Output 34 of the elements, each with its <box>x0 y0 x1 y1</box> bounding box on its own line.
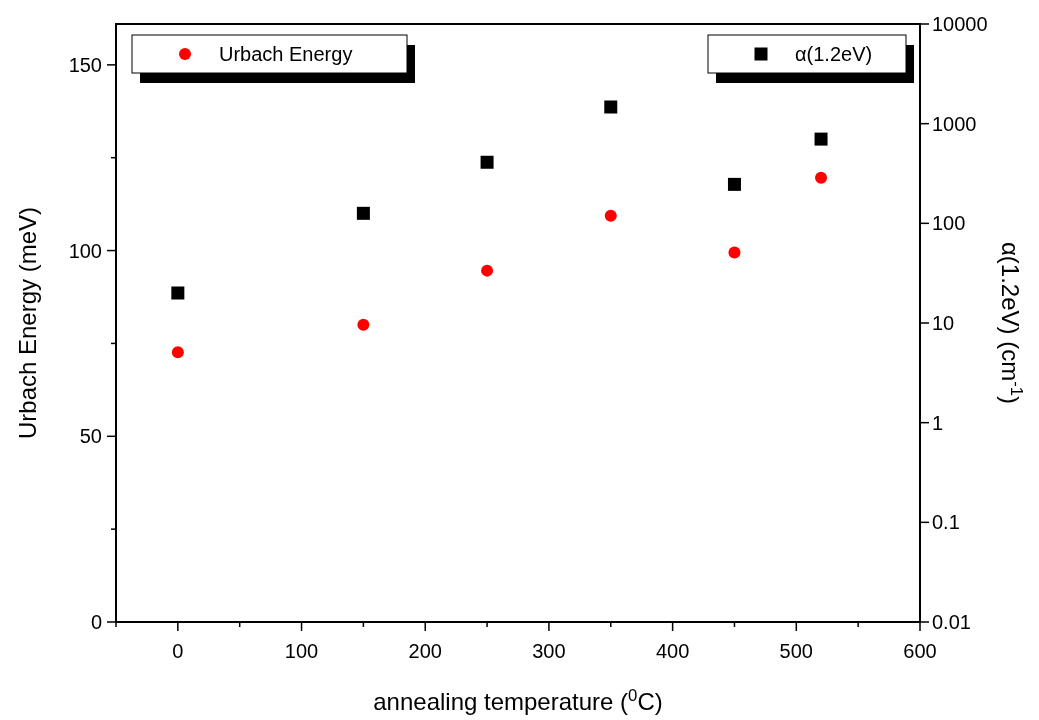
point <box>481 264 494 277</box>
y2-tick-label: 0.1 <box>932 511 960 534</box>
y-axis-title: Urbach Energy (meV) <box>14 206 41 440</box>
legend-label: α(1.2eV) <box>795 43 873 65</box>
point <box>604 209 617 222</box>
x-tick-label: 400 <box>655 640 690 662</box>
point <box>815 171 828 184</box>
x-tick-label: 0 <box>172 640 184 662</box>
y2-tick-label: 0.01 <box>932 611 971 633</box>
point <box>171 286 185 300</box>
y2-tick-label: 10 <box>932 312 955 334</box>
x-tick-label: 500 <box>779 640 813 662</box>
point <box>814 132 828 146</box>
x-tick-label: 300 <box>532 640 566 662</box>
y-tick-label: 100 <box>68 239 102 262</box>
point <box>357 318 370 331</box>
point <box>356 206 370 220</box>
y-tick-label: 0 <box>90 611 102 633</box>
point <box>604 100 618 114</box>
y2-tick-label: 1000 <box>932 112 977 135</box>
point <box>727 177 741 191</box>
point <box>728 246 741 259</box>
y2-tick-label: 10000 <box>932 13 988 35</box>
y2-tick-label: 100 <box>932 212 966 235</box>
y-tick-label: 50 <box>79 425 102 448</box>
point <box>171 346 184 359</box>
x-axis-title: annealing temperature ($^{0}$C) <box>373 685 663 715</box>
x-tick-label: 600 <box>903 640 937 662</box>
y-tick-label: 150 <box>68 53 102 76</box>
x-tick-label: 200 <box>408 640 442 662</box>
legend-label: Urbach Energy <box>219 43 353 65</box>
point <box>480 155 494 169</box>
y2-tick-label: 1 <box>932 411 944 434</box>
x-tick-label: 100 <box>284 640 319 662</box>
